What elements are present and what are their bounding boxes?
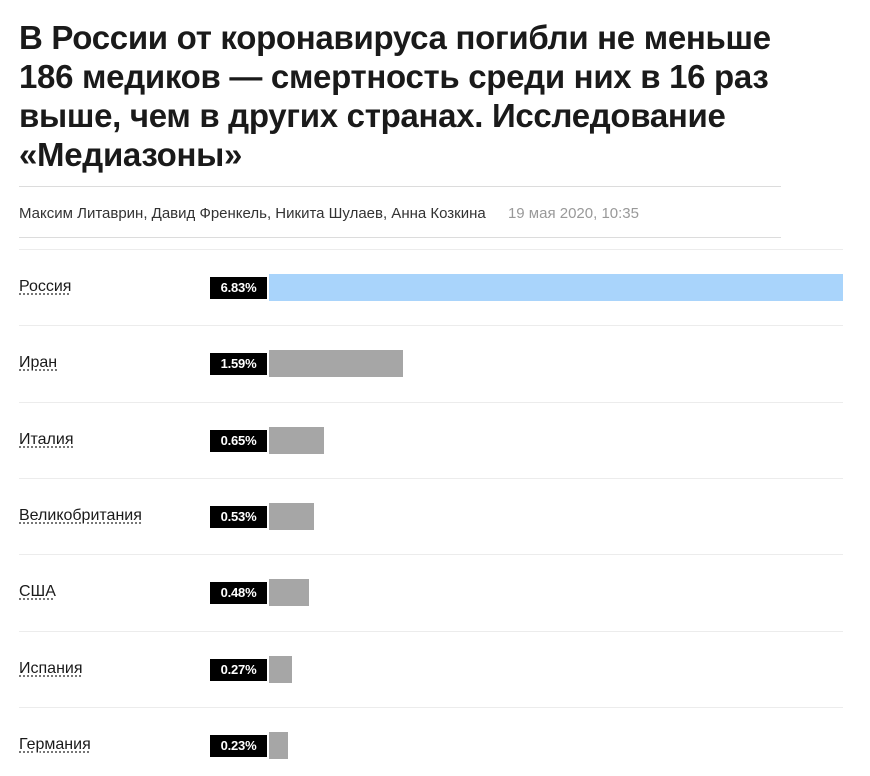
row-separator — [19, 554, 843, 555]
chart-row: Италия 0.65% — [0, 427, 870, 455]
article-meta: Максим Литаврин, Давид Френкель, Никита … — [19, 205, 781, 223]
row-separator — [19, 478, 843, 479]
article-authors: Максим Литаврин, Давид Френкель, Никита … — [19, 205, 486, 222]
chart-row: Иран 1.59% — [0, 350, 870, 378]
value-label: 0.53% — [210, 506, 267, 528]
bar — [269, 427, 324, 454]
value-label: 0.65% — [210, 430, 267, 452]
row-separator — [19, 402, 843, 403]
value-label: 0.23% — [210, 735, 267, 757]
chart-row: Германия 0.23% — [0, 732, 870, 760]
chart-row: США 0.48% — [0, 579, 870, 607]
row-separator — [19, 325, 843, 326]
value-label: 6.83% — [210, 277, 267, 299]
value-label: 1.59% — [210, 353, 267, 375]
country-label[interactable]: Великобритания — [19, 507, 142, 524]
country-label[interactable]: Иран — [19, 354, 58, 371]
value-label: 0.48% — [210, 582, 267, 604]
bar — [269, 656, 292, 683]
article-title: В России от коронавируса погибли не мень… — [19, 19, 771, 173]
chart-row: Россия 6.83% — [0, 274, 870, 302]
country-label[interactable]: Германия — [19, 736, 91, 753]
bar — [269, 732, 288, 759]
country-label[interactable]: Россия — [19, 278, 72, 295]
country-label[interactable]: США — [19, 583, 56, 600]
bar — [269, 503, 314, 530]
row-separator — [19, 631, 843, 632]
chart-row: Испания 0.27% — [0, 656, 870, 684]
bar — [269, 274, 843, 301]
bar — [269, 579, 309, 606]
value-label: 0.27% — [210, 659, 267, 681]
meta-bottom-divider — [19, 237, 781, 238]
row-separator — [19, 249, 843, 250]
country-label[interactable]: Испания — [19, 660, 83, 677]
row-separator — [19, 707, 843, 708]
meta-top-divider — [19, 186, 781, 187]
bar — [269, 350, 403, 377]
article-date: 19 мая 2020, 10:35 — [507, 205, 639, 222]
country-label[interactable]: Италия — [19, 431, 74, 448]
chart-row: Великобритания 0.53% — [0, 503, 870, 531]
